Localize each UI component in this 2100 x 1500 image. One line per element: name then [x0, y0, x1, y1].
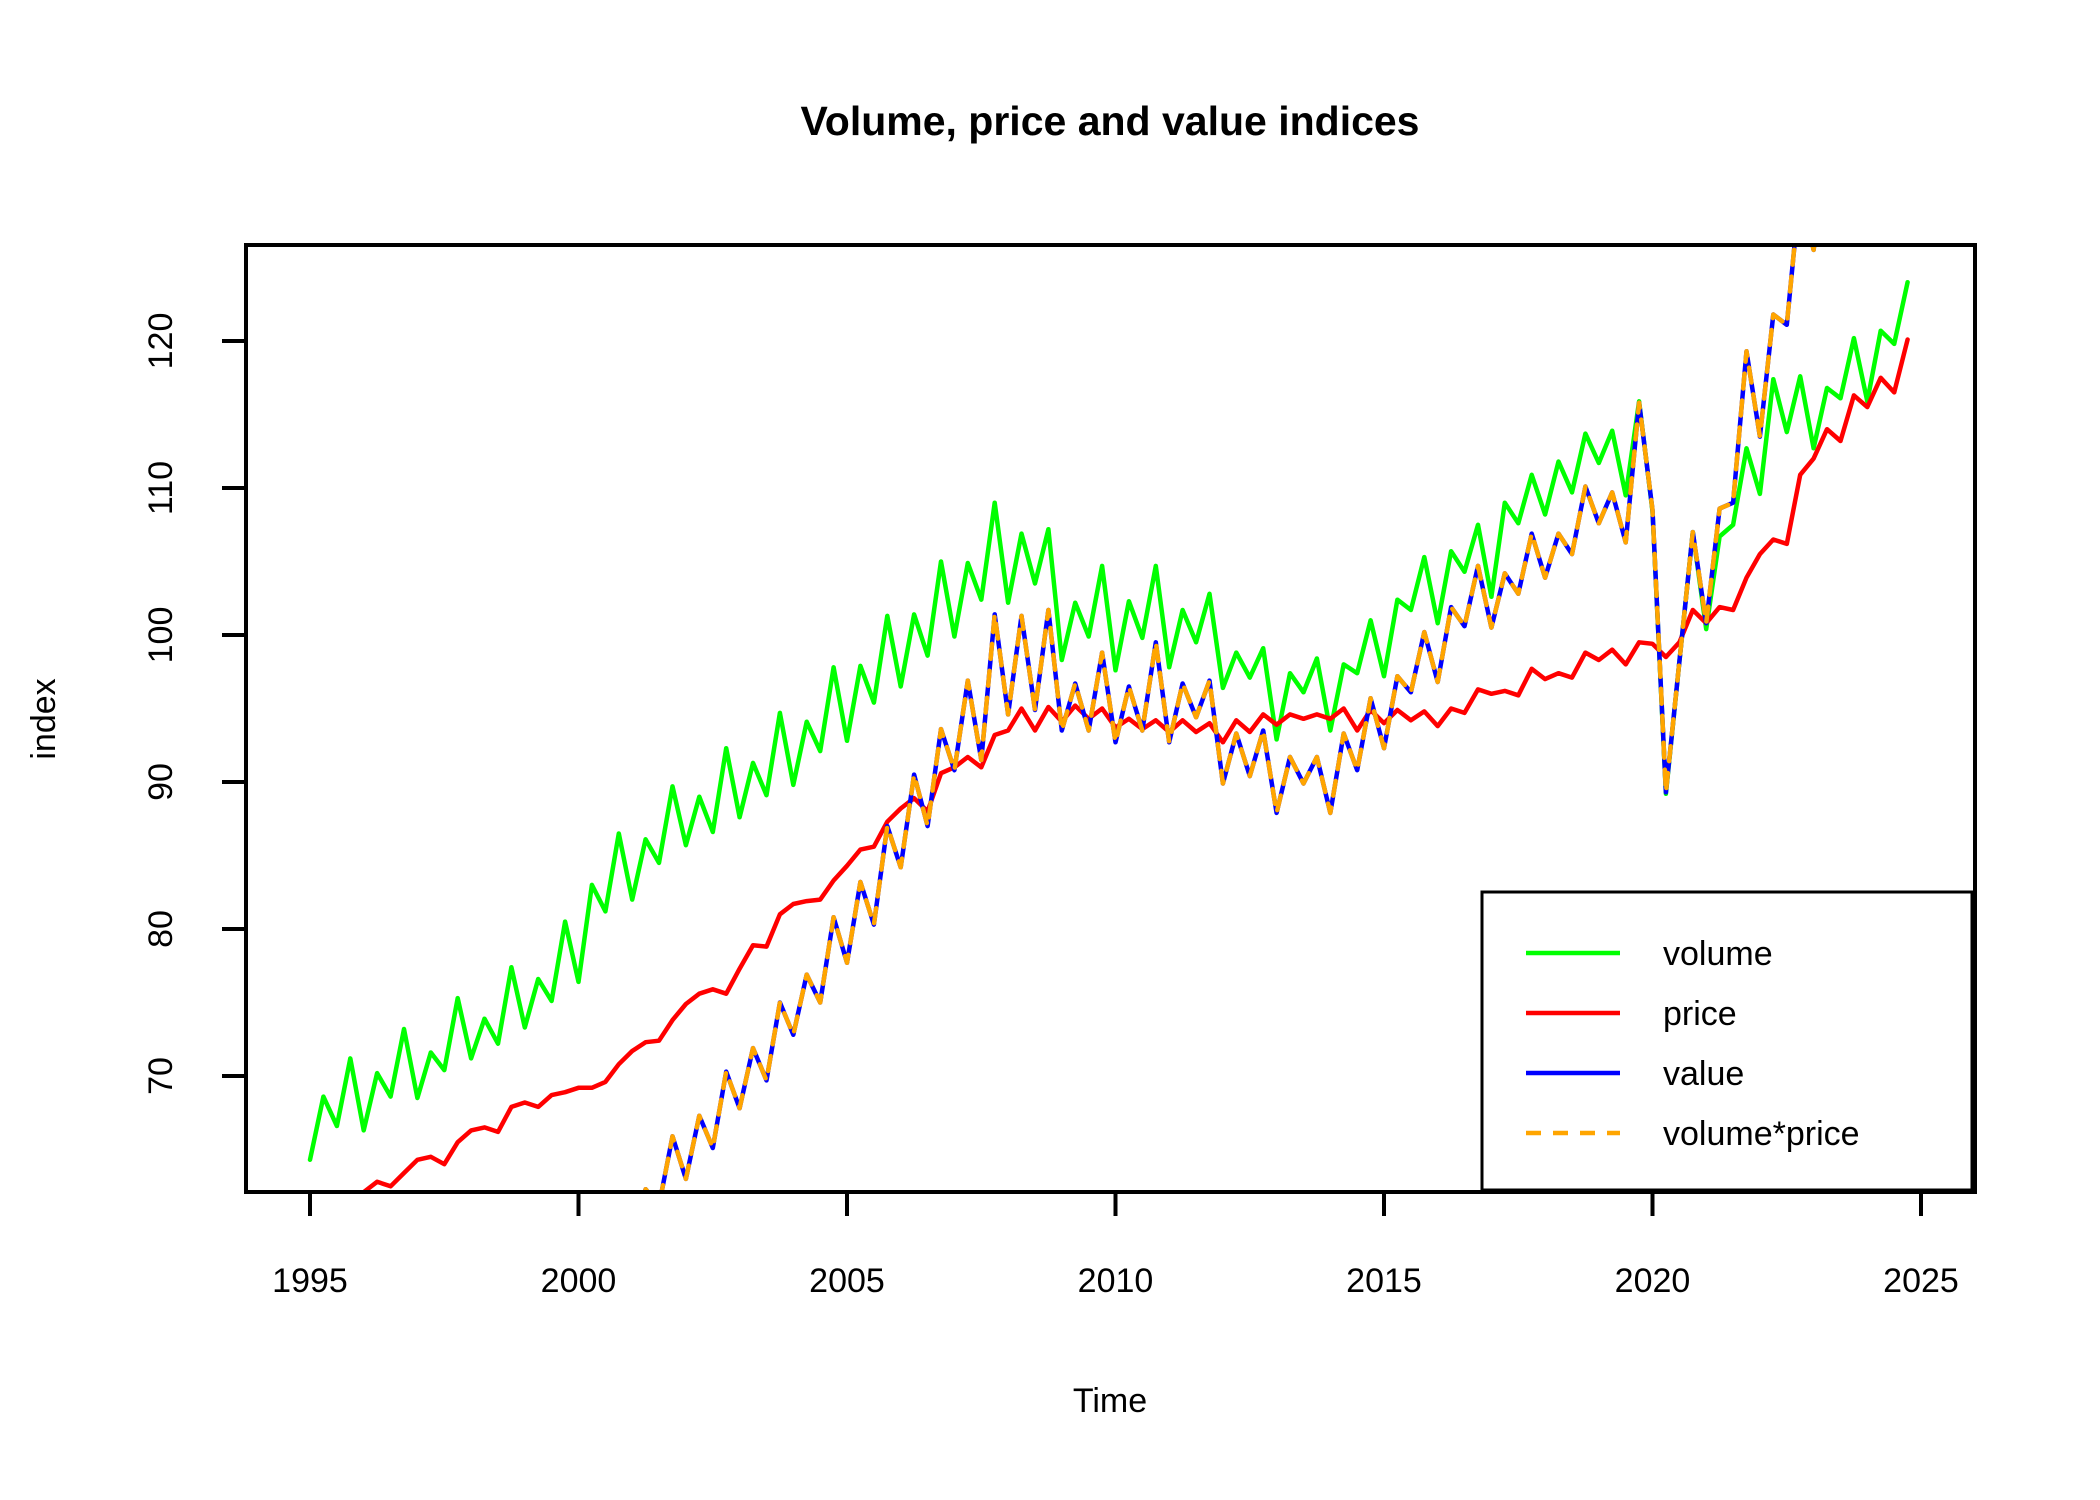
- legend: volume price value volume*price: [1480, 890, 1974, 1192]
- x-tick-label: 1995: [272, 1262, 348, 1300]
- y-tick-label: 110: [142, 461, 180, 515]
- x-axis-label: Time: [1073, 1382, 1147, 1420]
- plot-box: [244, 243, 1977, 1194]
- legend-box: [1480, 890, 1974, 1192]
- x-tick-label: 2010: [1078, 1262, 1154, 1300]
- x-tick-label: 2020: [1615, 1262, 1691, 1300]
- y-tick-label: 100: [142, 607, 180, 664]
- x-tick-label: 2015: [1346, 1262, 1422, 1300]
- x-tick-label: 2000: [541, 1262, 617, 1300]
- legend-label-volume: volume: [1663, 935, 1773, 973]
- y-tick-label: 90: [142, 763, 180, 801]
- price-line: [353, 337, 1910, 1192]
- x-tick-label: 2005: [809, 1262, 885, 1300]
- legend-label-volume-price: volume*price: [1663, 1115, 1860, 1153]
- x-tick-label: 2025: [1883, 1262, 1959, 1300]
- legend-label-value: value: [1663, 1055, 1744, 1093]
- axes: 1995 2000 2005 2010 2015 2020 2025 70 80 90 100 110…: [142, 313, 1959, 1300]
- legend-label-price: price: [1663, 995, 1737, 1033]
- y-tick-label: 120: [142, 313, 180, 370]
- chart-title: Volume, price and value indices: [800, 98, 1419, 144]
- plot-area: [307, 245, 1910, 1192]
- y-tick-label: 80: [142, 910, 180, 948]
- y-tick-label: 70: [142, 1057, 180, 1095]
- volume-price-line: [642, 245, 1817, 1192]
- y-axis-label: index: [25, 678, 63, 759]
